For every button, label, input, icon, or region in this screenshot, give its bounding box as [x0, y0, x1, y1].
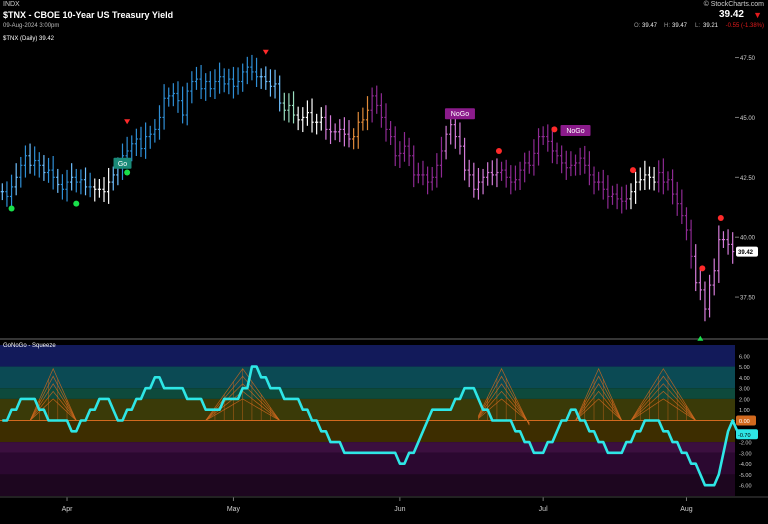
oscillator-axis-tick: -4.00: [739, 462, 752, 468]
oscillator-axis-tick: 1.00: [739, 408, 750, 414]
last-price-tag-bg: [736, 246, 758, 257]
squeeze-band: [0, 388, 735, 399]
zero-tag-bg: [736, 415, 756, 426]
squeeze-line: [478, 398, 530, 423]
oscillator-axis-tick: 2.00: [739, 397, 750, 403]
price-markers: GoNoGoNoGoNoGo: [8, 49, 724, 341]
squeeze-line: [630, 383, 696, 421]
go-circle-marker: [124, 169, 131, 176]
squeeze-line: [478, 367, 530, 426]
ohlc-low: 39.21: [703, 23, 719, 29]
price-axis-tick: 42.50: [740, 176, 756, 182]
trend-label-bg: [444, 108, 475, 120]
oscillator-axis-tick: 5.00: [739, 365, 750, 371]
trend-label-bg: [560, 124, 591, 136]
oscillator-axis-tick: 3.00: [739, 387, 750, 393]
trend-label: NoGo: [451, 111, 469, 118]
squeeze-line: [630, 398, 696, 421]
axes: 47.50 45.00 42.50 40.00 37.50 39.42 6.00 5.00 4.…: [0, 56, 768, 513]
oscillator-last-tag-bg: [736, 429, 758, 440]
squeeze-line: [29, 398, 77, 421]
squeeze-line: [478, 375, 530, 425]
ohlc-open-label: O:: [634, 23, 641, 29]
chart-title: $TNX - CBOE 10-Year US Treasury Yield: [3, 10, 174, 20]
oscillator-axis-tick: -5.00: [739, 473, 752, 479]
nogo-circle-marker: [495, 147, 502, 154]
oscillator-axis-tick: 6.00: [739, 354, 750, 360]
nogo-circle-marker: [717, 215, 724, 222]
price-axis-tick: 40.00: [740, 236, 756, 242]
ohlc-high: 39.47: [672, 23, 688, 29]
squeeze-line: [575, 367, 623, 421]
oscillator-axis-tick: 4.00: [739, 376, 750, 382]
squeeze-line: [575, 375, 623, 421]
chart-header: INDX $TNX - CBOE 10-Year US Treasury Yie…: [0, 0, 768, 33]
squeeze-line: [478, 383, 530, 425]
oscillator: [0, 365, 739, 487]
price-axis-tick: 37.50: [740, 296, 756, 302]
squeeze-band: [0, 420, 735, 443]
price-panel-bg: [0, 33, 735, 338]
red-triangle-down-marker: [262, 49, 269, 55]
squeeze-line: [478, 390, 530, 424]
squeeze-line: [29, 390, 77, 421]
x-axis-tick: Jun: [394, 506, 405, 513]
last-price-tag: 39.42: [738, 250, 754, 256]
trend-label: NoGo: [566, 128, 584, 135]
oscillator-axis-tick: -2.00: [739, 441, 752, 447]
oscillator-axis-tick: -6.00: [739, 484, 752, 490]
oscillator-last-tag: -0.70: [738, 433, 751, 439]
green-triangle-up-marker: [697, 335, 704, 341]
oscillator-line: [2, 365, 739, 487]
oscillator-axis-tick: -3.00: [739, 451, 752, 457]
x-axis-tick: Aug: [680, 506, 693, 513]
chart-date: 09-Aug-2024 3:00pm: [3, 23, 60, 29]
nogo-circle-marker: [629, 167, 636, 174]
trend-label-bg: [113, 157, 132, 169]
squeeze-line: [575, 390, 623, 421]
squeeze-band: [0, 345, 735, 367]
squeeze-line: [630, 390, 696, 421]
squeeze-band: [0, 452, 735, 475]
down-arrow-icon: ▼: [753, 10, 762, 20]
price-panel-label: $TNX (Daily) 39.42: [3, 36, 55, 42]
squeeze-band: [0, 474, 735, 496]
nogo-circle-marker: [551, 126, 558, 133]
x-axis-tick: Jul: [539, 506, 548, 513]
squeeze-band: [0, 398, 735, 421]
zero-tag: 0.00: [739, 419, 750, 425]
ohlc-high-label: H:: [664, 23, 670, 29]
squeeze-line: [575, 383, 623, 421]
exchange-label: INDX: [3, 1, 20, 8]
go-circle-marker: [8, 205, 15, 212]
price-axis-tick: 47.50: [740, 56, 756, 62]
squeeze-line: [575, 398, 622, 421]
x-axis-tick: Apr: [62, 506, 74, 513]
ohlc-low-label: L:: [695, 23, 701, 29]
change-value: -0.55 (-1.38%): [725, 23, 764, 29]
last-price: 39.42: [718, 9, 744, 20]
nogo-circle-marker: [699, 265, 706, 272]
squeeze-band: [0, 366, 735, 389]
price-axis-tick: 45.00: [740, 116, 756, 122]
oscillator-panel-label: GoNoGo - Squeeze: [3, 343, 56, 349]
squeeze-line: [630, 368, 697, 421]
trend-label: Go: [118, 161, 127, 168]
squeeze-band: [0, 442, 735, 453]
go-circle-marker: [73, 200, 80, 207]
x-axis-tick: May: [227, 506, 241, 513]
ohlc-open: 39.47: [642, 23, 658, 29]
credit-text: © StockCharts.com: [703, 1, 764, 8]
red-triangle-down-marker: [124, 119, 131, 125]
price-bars: [0, 54, 735, 322]
squeeze-bands: [0, 345, 735, 496]
squeeze-line: [630, 375, 696, 421]
